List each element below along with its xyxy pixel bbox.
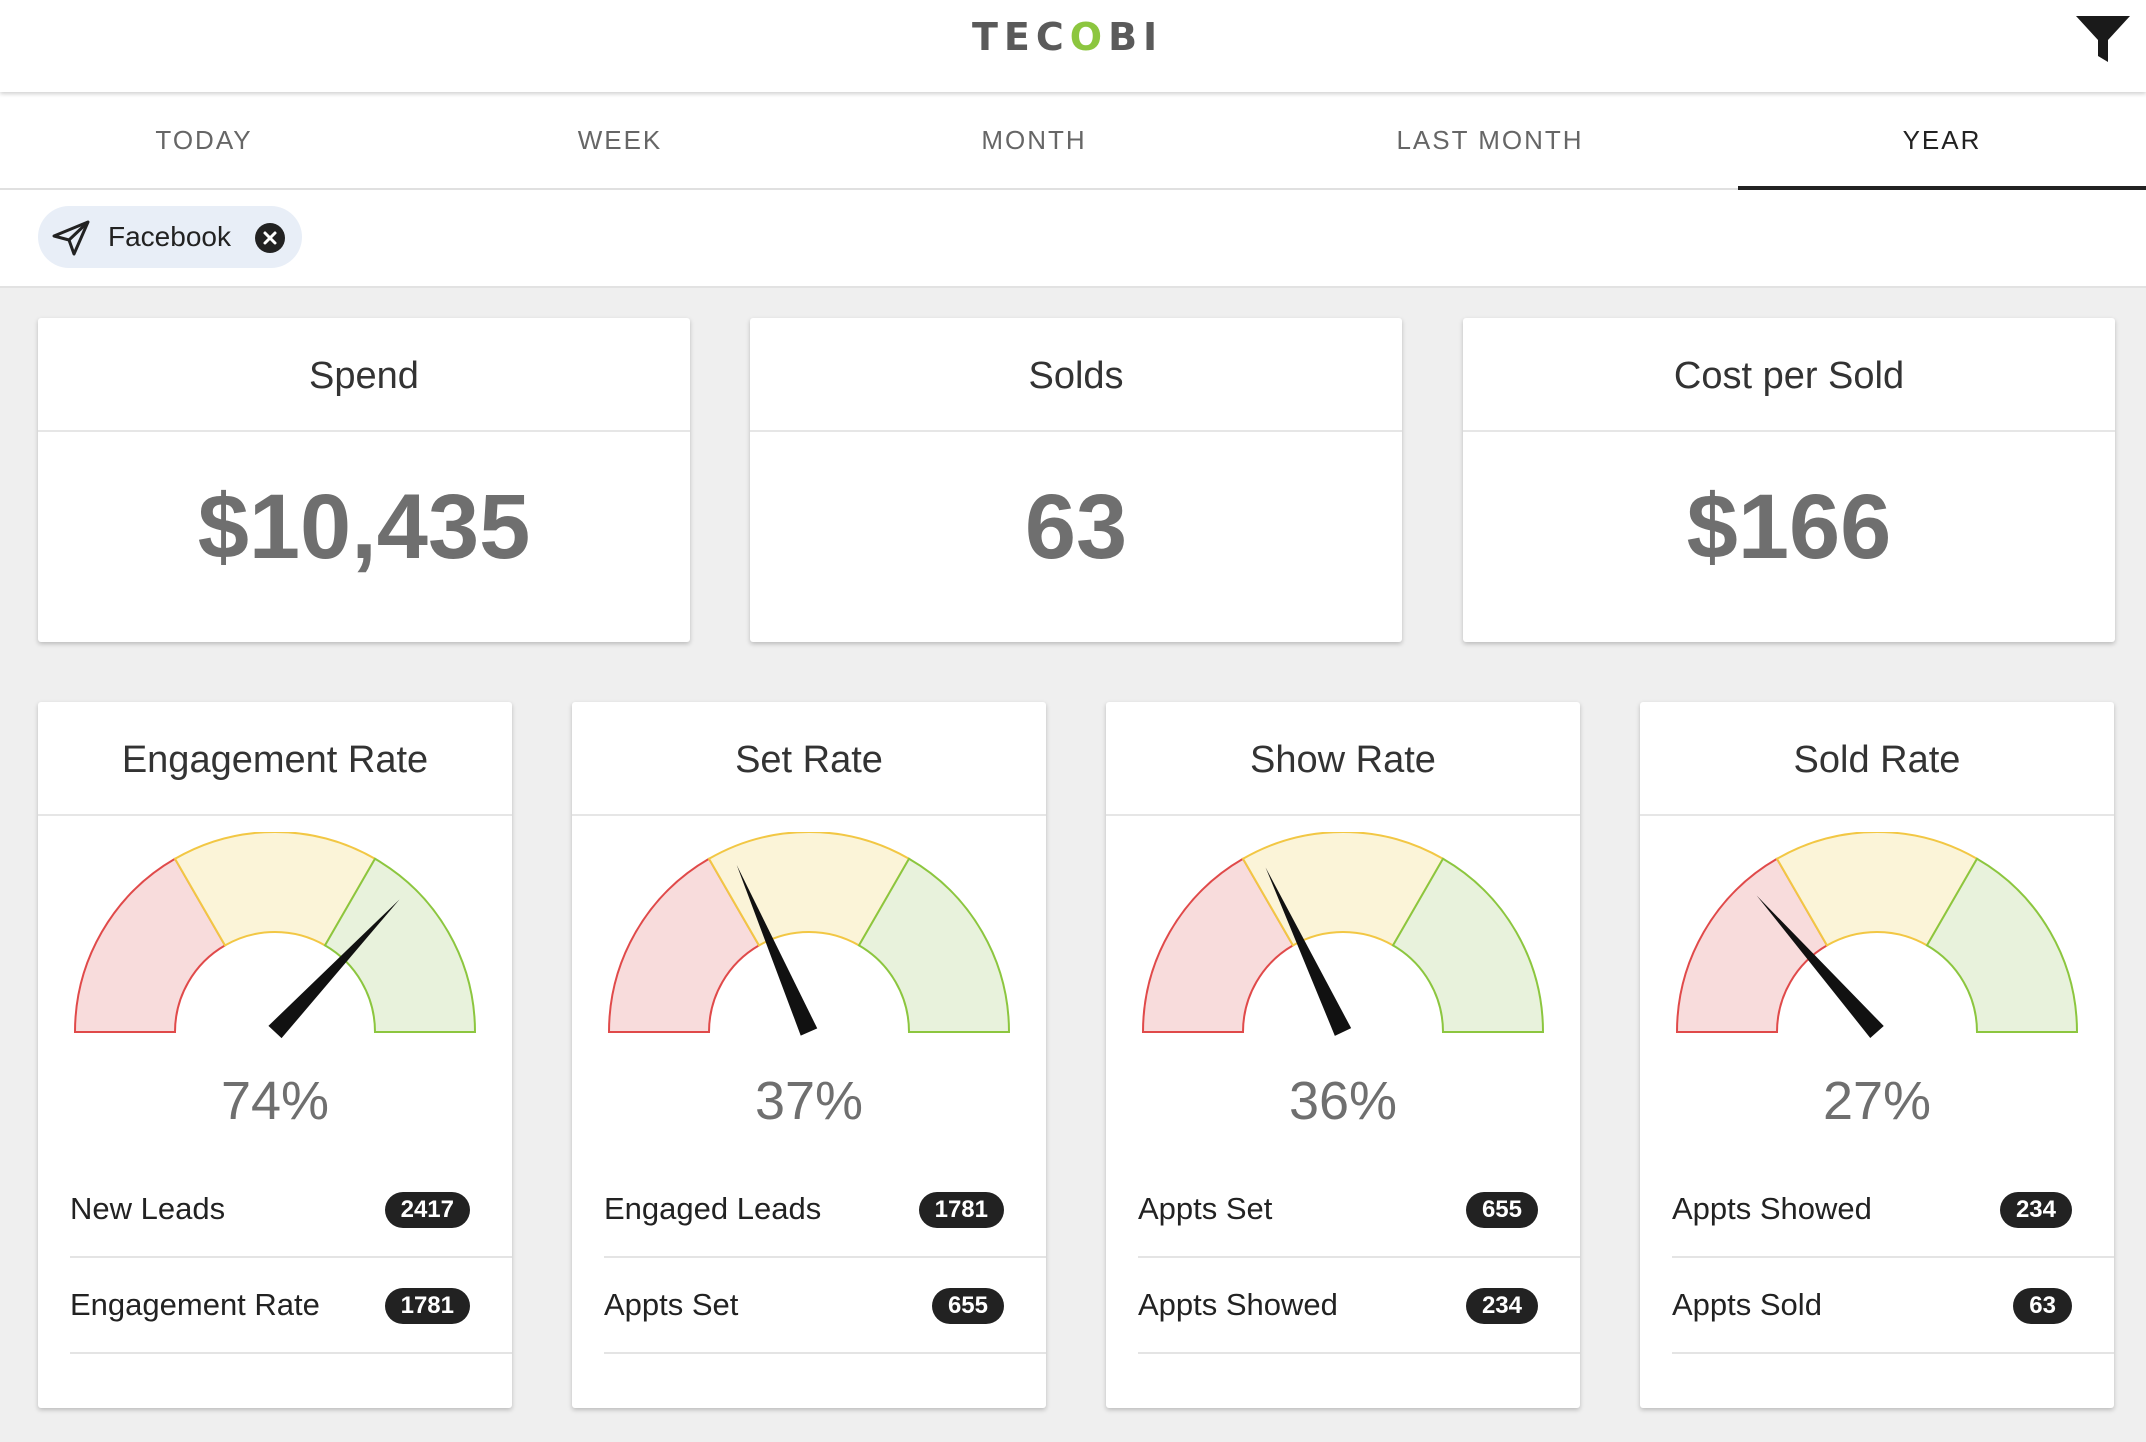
tab-last-month[interactable]: LAST MONTH [1396, 125, 1584, 155]
gauge-stat-row: Appts Set 655 [604, 1258, 1046, 1354]
gauge-percent: 74% [220, 1071, 330, 1131]
filter-icon[interactable] [2074, 14, 2132, 64]
gauge-card-title: Engagement Rate [38, 702, 512, 816]
stat-label: Appts Set [1138, 1191, 1273, 1226]
gauge-card-title: Set Rate [572, 702, 1046, 816]
kpi-title: Cost per Sold [1463, 318, 2115, 432]
gauge-band-high [323, 857, 477, 1033]
filter-chip-label: Facebook [108, 221, 231, 252]
stat-label: Engaged Leads [604, 1191, 822, 1226]
kpi-card-cost-per-sold: Cost per Sold $166 [1463, 318, 2115, 642]
stat-label: Appts Set [604, 1287, 739, 1322]
period-tabs: TODAY WEEK MONTH LAST MONTH YEAR [0, 92, 2146, 190]
gauge-band-high [1925, 857, 2079, 1033]
tab-today[interactable]: TODAY [155, 125, 253, 155]
gauge-card-show-rate: Show Rate 36% Appts Set 655 Appts Showed… [1106, 702, 1580, 1408]
count-badge: 655 [931, 1288, 1004, 1324]
kpi-card-solds: Solds 63 [750, 318, 1402, 642]
gauge-card-title: Show Rate [1106, 702, 1580, 816]
count-badge: 1781 [918, 1192, 1004, 1228]
stat-label: Appts Showed [1138, 1287, 1338, 1322]
close-icon[interactable] [254, 222, 286, 254]
gauge-stat-row: Engagement Rate 1781 [70, 1258, 512, 1354]
gauge-stat-row: Appts Showed 234 [1138, 1258, 1580, 1354]
stat-label: Appts Showed [1672, 1191, 1872, 1226]
gauge-chart [1675, 832, 2079, 1038]
gauge-percent: 36% [1288, 1071, 1398, 1131]
gauge-percent: 27% [1822, 1071, 1932, 1131]
kpi-title: Spend [38, 318, 690, 432]
gauge-chart [607, 832, 1011, 1036]
app-header: TECOBI [0, 0, 2146, 92]
gauge-band-low [607, 857, 761, 1033]
gauge-percent: 37% [754, 1071, 864, 1131]
gauge-card-title: Sold Rate [1640, 702, 2114, 816]
count-badge: 2417 [384, 1192, 470, 1228]
gauge-band-mid [1241, 832, 1445, 947]
kpi-value: $10,435 [197, 476, 531, 578]
tab-month[interactable]: MONTH [981, 125, 1087, 155]
gauge-stat-row: Engaged Leads 1781 [604, 1162, 1046, 1258]
gauge-stat-row: Appts Set 655 [1138, 1162, 1580, 1258]
gauge-stat-row: Appts Sold 63 [1672, 1258, 2114, 1354]
count-badge: 234 [1999, 1192, 2072, 1228]
stat-label: Appts Sold [1672, 1287, 1822, 1322]
tab-week[interactable]: WEEK [577, 125, 663, 155]
gauge-needle [268, 899, 400, 1039]
tecobi-logo: TECOBI [972, 15, 1164, 59]
gauge-band-mid [173, 832, 377, 947]
gauge-stat-row: New Leads 2417 [70, 1162, 512, 1258]
gauge-band-high [857, 857, 1011, 1033]
gauge-needle [1756, 895, 1884, 1038]
active-filters-bar: Facebook [0, 190, 2146, 288]
gauge-stat-row: Appts Showed 234 [1672, 1162, 2114, 1258]
gauge-needle [1265, 867, 1352, 1036]
count-badge: 655 [1465, 1192, 1538, 1228]
gauge-chart [1141, 832, 1545, 1036]
gauge-band-low [1675, 857, 1829, 1033]
gauge-needle [736, 864, 818, 1036]
gauge-chart [73, 832, 477, 1039]
gauge-card-sold-rate: Sold Rate 27% Appts Showed 234 Appts Sol… [1640, 702, 2114, 1408]
gauge-card-set-rate: Set Rate 37% Engaged Leads 1781 Appts Se… [572, 702, 1046, 1408]
gauge-band-high [1391, 857, 1545, 1033]
stat-label: New Leads [70, 1191, 226, 1226]
kpi-title: Solds [750, 318, 1402, 432]
count-badge: 234 [1465, 1288, 1538, 1324]
tab-year[interactable]: YEAR [1738, 92, 2146, 190]
kpi-value: 63 [1024, 476, 1128, 578]
count-badge: 1781 [384, 1288, 470, 1324]
kpi-value: $166 [1686, 476, 1892, 578]
gauge-card-engagement-rate: Engagement Rate 74% New Leads 2417 Engag… [38, 702, 512, 1408]
stat-label: Engagement Rate [70, 1287, 320, 1322]
send-icon [52, 220, 90, 256]
gauge-band-low [1141, 857, 1295, 1033]
kpi-card-spend: Spend $10,435 [38, 318, 690, 642]
count-badge: 63 [2013, 1288, 2072, 1324]
gauge-band-low [73, 857, 227, 1033]
gauge-band-mid [1775, 832, 1979, 947]
